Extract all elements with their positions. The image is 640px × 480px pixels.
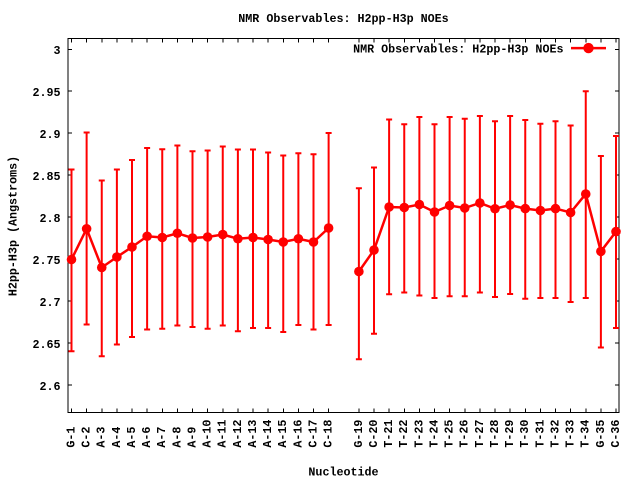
svg-text:T-30: T-30: [518, 420, 532, 448]
svg-text:T-27: T-27: [473, 420, 487, 448]
svg-text:T-23: T-23: [412, 420, 426, 448]
svg-text:2.95: 2.95: [32, 86, 60, 100]
svg-text:T-28: T-28: [488, 420, 502, 448]
svg-text:2.8: 2.8: [39, 212, 60, 226]
svg-text:A-6: A-6: [140, 427, 154, 448]
svg-text:C-17: C-17: [306, 420, 320, 448]
svg-text:C-2: C-2: [80, 427, 94, 448]
svg-text:T-34: T-34: [579, 420, 593, 448]
svg-text:T-22: T-22: [397, 420, 411, 448]
svg-text:3: 3: [53, 44, 60, 58]
svg-text:T-32: T-32: [548, 420, 562, 448]
svg-text:A-5: A-5: [125, 427, 139, 448]
svg-text:NMR Observables: H2pp-H3p NOEs: NMR Observables: H2pp-H3p NOEs: [238, 12, 448, 26]
svg-text:T-24: T-24: [427, 420, 441, 448]
svg-text:T-21: T-21: [382, 420, 396, 448]
svg-text:C-20: C-20: [367, 420, 381, 448]
svg-text:Nucleotide: Nucleotide: [308, 466, 378, 480]
svg-text:G-19: G-19: [352, 420, 366, 448]
svg-text:2.75: 2.75: [32, 254, 60, 268]
svg-text:A-10: A-10: [201, 420, 215, 448]
svg-text:T-31: T-31: [533, 420, 547, 448]
svg-text:A-8: A-8: [170, 427, 184, 448]
svg-text:H2pp-H3p (Angstroms): H2pp-H3p (Angstroms): [7, 156, 21, 296]
svg-text:T-33: T-33: [564, 420, 578, 448]
svg-text:A-9: A-9: [185, 427, 199, 448]
svg-text:A-3: A-3: [95, 427, 109, 448]
svg-text:C-18: C-18: [322, 420, 336, 448]
svg-text:2.9: 2.9: [39, 128, 60, 142]
svg-text:A-11: A-11: [216, 420, 230, 448]
svg-text:A-13: A-13: [246, 420, 260, 448]
svg-text:2.65: 2.65: [32, 338, 60, 352]
svg-text:C-36: C-36: [609, 420, 623, 448]
svg-text:NMR Observables: H2pp-H3p NOEs: NMR Observables: H2pp-H3p NOEs: [353, 42, 563, 56]
svg-text:T-26: T-26: [458, 420, 472, 448]
svg-text:A-14: A-14: [261, 420, 275, 448]
svg-text:A-16: A-16: [291, 420, 305, 448]
svg-text:T-25: T-25: [443, 420, 457, 448]
svg-text:A-4: A-4: [110, 427, 124, 448]
svg-text:2.85: 2.85: [32, 170, 60, 184]
svg-text:G-35: G-35: [594, 420, 608, 448]
svg-text:2.6: 2.6: [39, 380, 60, 394]
svg-text:2.7: 2.7: [39, 296, 60, 310]
svg-text:A-12: A-12: [231, 420, 245, 448]
svg-text:A-7: A-7: [155, 427, 169, 448]
svg-text:G-1: G-1: [64, 427, 78, 448]
svg-text:A-15: A-15: [276, 420, 290, 448]
svg-text:T-29: T-29: [503, 420, 517, 448]
